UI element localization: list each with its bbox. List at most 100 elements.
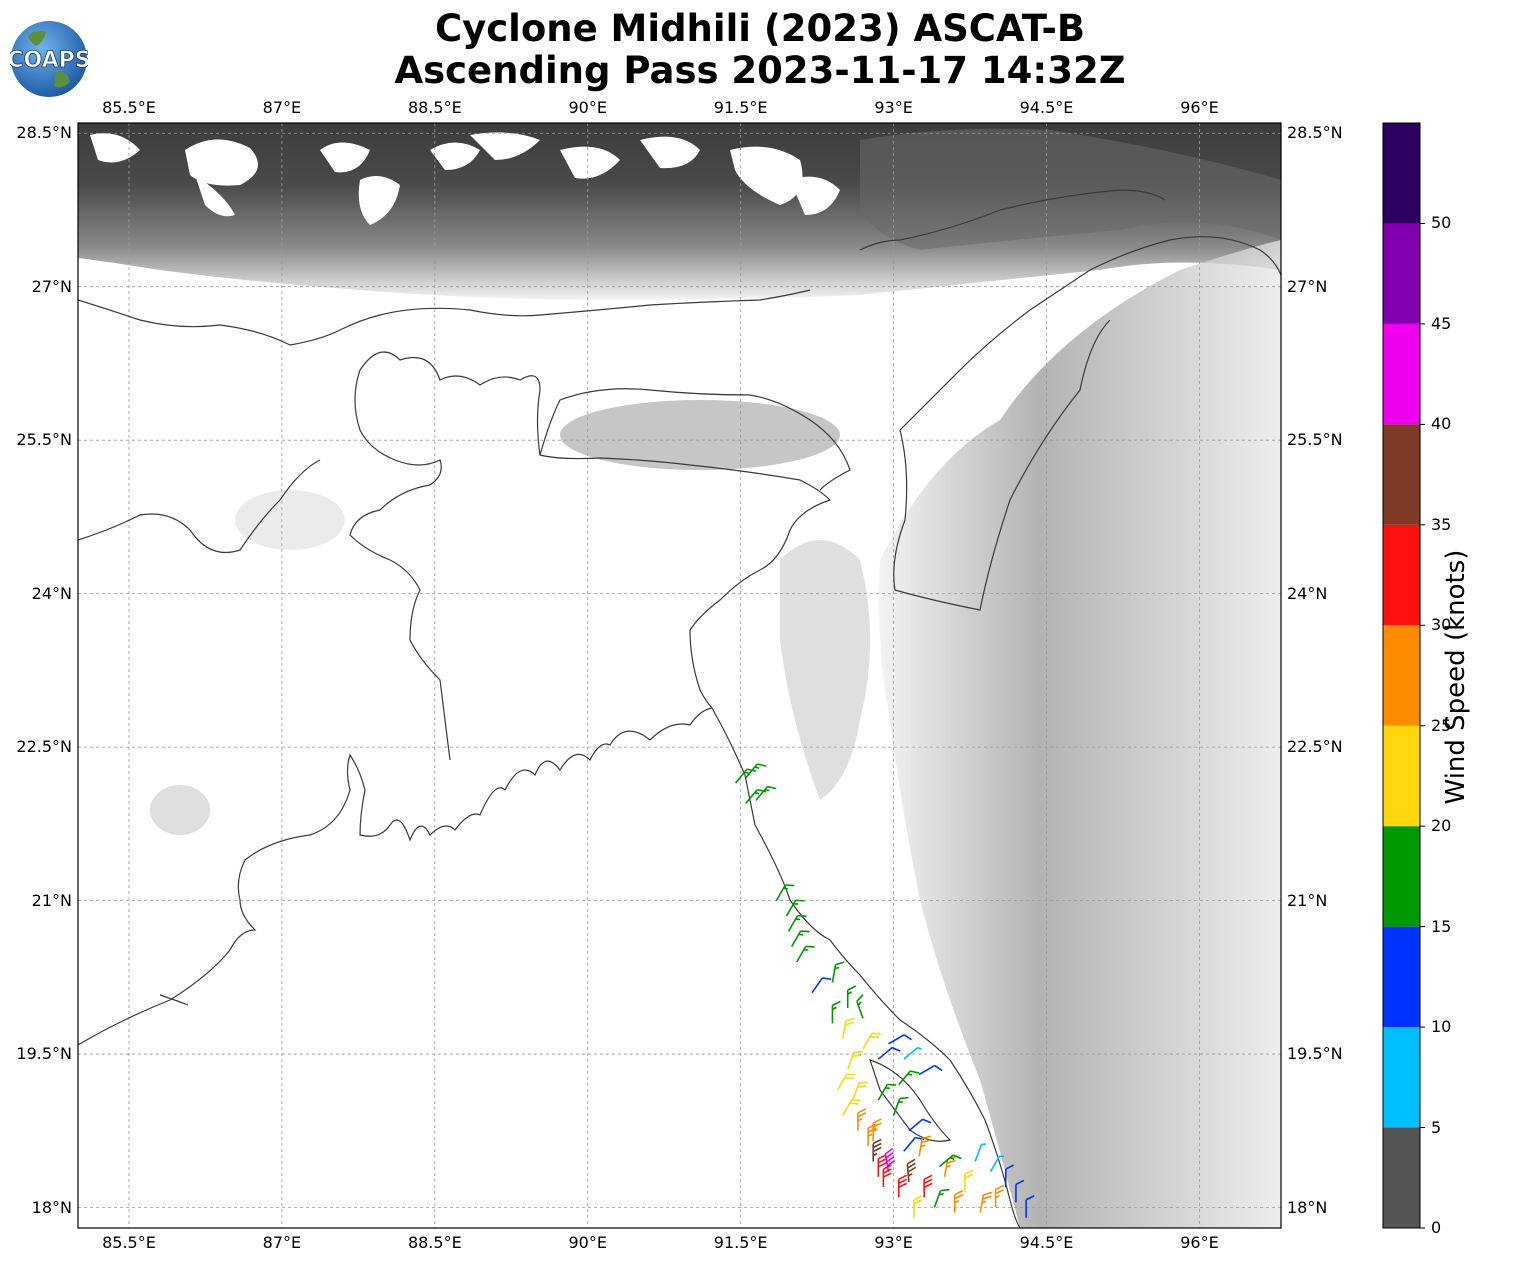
wind-barbs xyxy=(734,763,1035,1218)
snow-patches xyxy=(90,132,840,225)
wind-barb xyxy=(811,977,832,994)
lat-tick-label-left: 28.5°N xyxy=(16,123,72,143)
wind-barb xyxy=(1004,1164,1015,1188)
wind-barb xyxy=(884,1148,896,1172)
wind-barb xyxy=(897,1174,908,1198)
coaps-logo: COAPS xyxy=(10,21,88,97)
wind-barb xyxy=(841,1099,861,1116)
lon-tick-label-bottom: 96°E xyxy=(1180,1233,1219,1252)
wind-barb xyxy=(892,1096,909,1116)
lat-tick-label-right: 25.5°N xyxy=(1287,430,1343,450)
lat-tick-label-right: 27°N xyxy=(1287,276,1328,296)
wind-barb xyxy=(918,1135,932,1157)
wind-barb xyxy=(882,1164,892,1188)
lon-tick-label-bottom: 90°E xyxy=(568,1233,607,1252)
wind-barb xyxy=(877,1083,897,1101)
colorbar-tick-label: 30 xyxy=(1431,615,1452,635)
title-line-1: Cyclone Midhili (2023) ASCAT-B xyxy=(434,7,1086,50)
wind-barb xyxy=(918,1064,943,1076)
wind-barb xyxy=(974,1143,986,1162)
wind-barb xyxy=(953,1189,964,1213)
lon-tick-label-top: 90°E xyxy=(568,98,607,117)
lon-tick-label-top: 85.5°E xyxy=(102,98,156,117)
colorbar-tick-label: 50 xyxy=(1431,213,1452,233)
wind-barb xyxy=(846,985,857,1009)
lon-tick-label-top: 94.5°E xyxy=(1019,98,1074,117)
wind-barb xyxy=(836,1073,856,1091)
lat-tick-label-left: 24°N xyxy=(31,583,72,603)
lat-tick-label-left: 22.5°N xyxy=(16,737,72,757)
wind-barb xyxy=(943,1155,957,1177)
lat-tick-label-left: 27°N xyxy=(31,276,72,296)
wind-barb xyxy=(908,1118,932,1132)
map-frame xyxy=(77,122,1282,1229)
wind-barb xyxy=(856,994,864,1019)
wind-barb xyxy=(841,1017,855,1039)
wind-barb xyxy=(872,1118,882,1142)
lat-tick-label-right: 24°N xyxy=(1287,583,1328,603)
wind-barb xyxy=(964,1169,974,1193)
wind-barb xyxy=(888,1034,912,1045)
colorbar-tick-label: 10 xyxy=(1431,1017,1452,1037)
colorbar-tick-label: 15 xyxy=(1431,916,1452,936)
lon-tick-label-bottom: 93°E xyxy=(874,1233,913,1252)
wind-barb xyxy=(867,1123,877,1147)
wind-barb xyxy=(898,1070,920,1086)
lat-tick-label-right: 21°N xyxy=(1287,890,1328,910)
lon-tick-label-top: 88.5°E xyxy=(407,98,462,117)
lat-tick-label-left: 25.5°N xyxy=(16,430,72,450)
lon-tick-label-bottom: 91.5°E xyxy=(713,1233,768,1252)
wind-barb xyxy=(906,1158,917,1183)
lat-tick-label-right: 28.5°N xyxy=(1287,123,1343,143)
wind-barb xyxy=(989,1155,1004,1173)
wind-barb xyxy=(775,884,795,901)
wind-barb xyxy=(979,1191,993,1213)
lon-tick-label-top: 91.5°E xyxy=(713,98,768,117)
wind-barb xyxy=(790,930,810,948)
wind-barb xyxy=(994,1184,1004,1208)
wind-barb xyxy=(831,961,845,983)
svg-text:COAPS: COAPS xyxy=(10,48,88,73)
lat-tick-label-right: 22.5°N xyxy=(1287,737,1343,757)
wind-barb xyxy=(913,1195,923,1218)
title-line-2: Ascending Pass 2023-11-17 14:32Z xyxy=(394,49,1126,92)
wind-barb xyxy=(1015,1179,1025,1203)
lat-tick-label-left: 18°N xyxy=(31,1197,72,1217)
eastern-range-relief xyxy=(878,240,1281,1228)
wind-barb xyxy=(785,899,805,917)
wind-barb xyxy=(933,1188,950,1208)
wind-barb xyxy=(903,1046,922,1060)
lat-tick-label-right: 19.5°N xyxy=(1287,1044,1343,1064)
lon-tick-label-bottom: 94.5°E xyxy=(1019,1233,1074,1252)
wind-barb xyxy=(745,763,767,779)
colorbar-tick-label: 40 xyxy=(1431,414,1452,434)
colorbar-tick-label: 25 xyxy=(1431,715,1452,735)
lon-tick-label-bottom: 85.5°E xyxy=(102,1233,156,1252)
wind-barb xyxy=(745,788,767,804)
wind-barb xyxy=(1025,1195,1035,1218)
lon-tick-label-top: 96°E xyxy=(1180,98,1219,117)
colorbar-title: Wind Speed (knots) xyxy=(1441,549,1471,805)
coastlines-and-borders xyxy=(78,189,1281,1228)
wind-barb xyxy=(796,945,815,963)
colorbar-tick-label: 45 xyxy=(1431,313,1452,333)
lon-tick-label-top: 87°E xyxy=(262,98,302,117)
wind-barb xyxy=(857,1108,867,1131)
colorbar-tick-label: 20 xyxy=(1431,816,1452,836)
lon-tick-label-top: 93°E xyxy=(874,98,913,117)
shillong-plateau xyxy=(560,400,840,470)
colorbar-tick-label: 5 xyxy=(1431,1117,1442,1137)
lat-tick-label-right: 18°N xyxy=(1287,1197,1328,1217)
wind-barb xyxy=(852,1081,868,1101)
wind-barb xyxy=(787,914,807,932)
lat-tick-label-left: 21°N xyxy=(31,890,72,910)
wind-barb xyxy=(938,1154,962,1168)
wind-barb xyxy=(831,1000,841,1024)
map-terrain xyxy=(78,123,1281,1228)
wind-barb xyxy=(862,1032,881,1050)
lat-tick-label-left: 19.5°N xyxy=(16,1044,72,1064)
colorbar-tick-label: 35 xyxy=(1431,514,1452,534)
wind-barb xyxy=(877,1046,901,1060)
lon-tick-label-bottom: 87°E xyxy=(262,1233,302,1252)
